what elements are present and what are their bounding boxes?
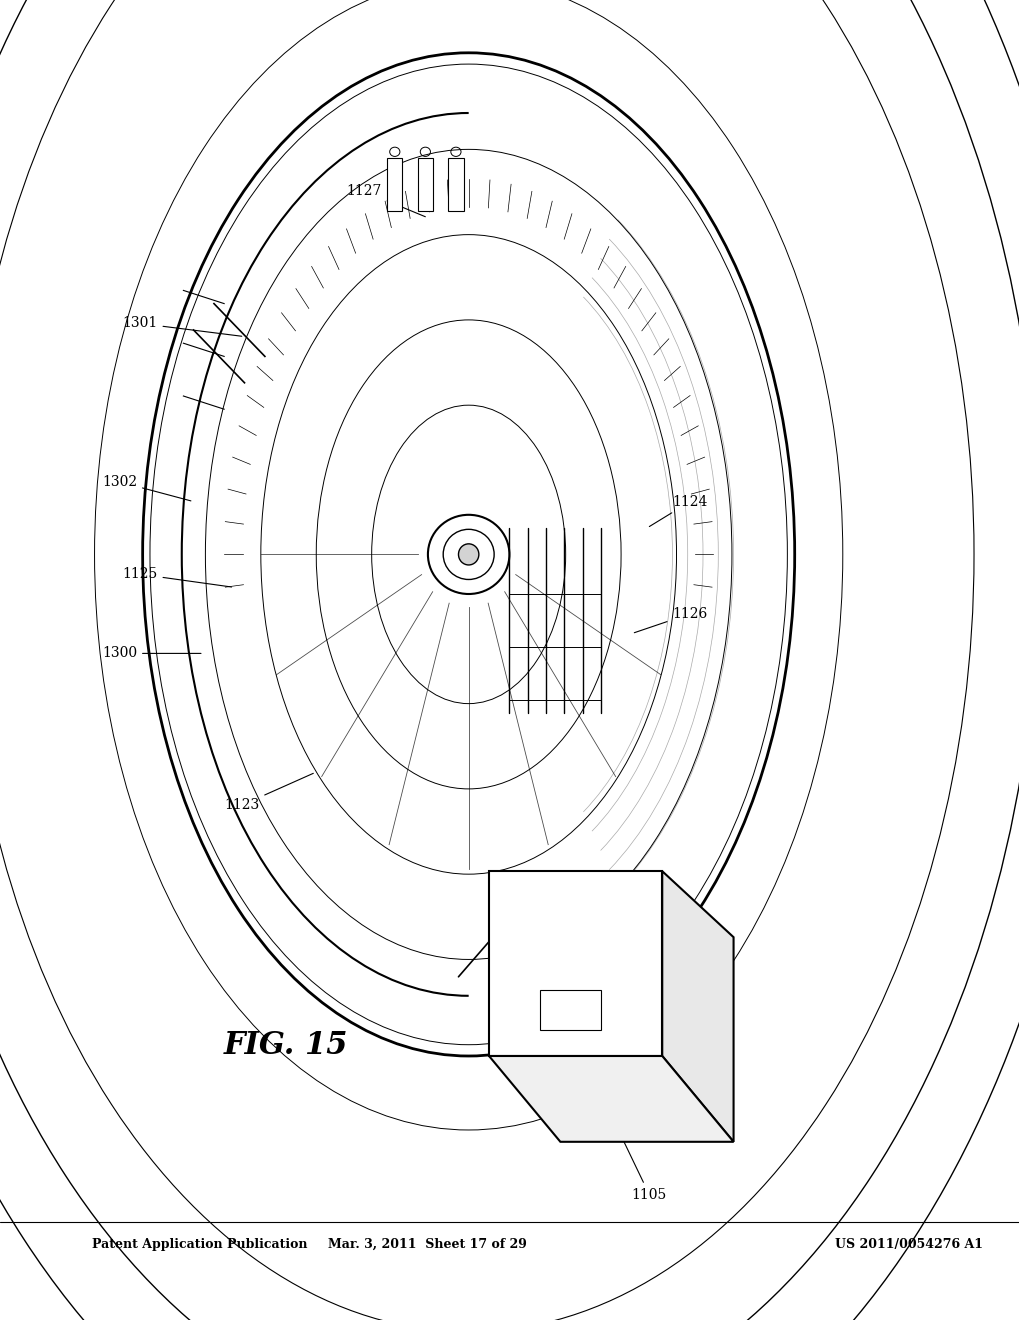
Text: 1105: 1105 — [612, 1118, 667, 1201]
Bar — [418, 158, 433, 211]
Text: FIG. 15: FIG. 15 — [224, 1030, 348, 1060]
Text: 1127: 1127 — [346, 185, 425, 216]
Polygon shape — [663, 871, 733, 1142]
Text: 1123: 1123 — [224, 774, 313, 812]
Text: 1300: 1300 — [101, 647, 201, 660]
Polygon shape — [489, 871, 663, 1056]
Text: 1124: 1124 — [649, 495, 708, 527]
Text: 1302: 1302 — [101, 475, 190, 500]
Text: 1301: 1301 — [122, 317, 242, 337]
Bar — [387, 158, 402, 211]
Text: 1125: 1125 — [122, 568, 231, 587]
Text: 1126: 1126 — [634, 607, 708, 632]
Polygon shape — [489, 1056, 733, 1142]
Ellipse shape — [459, 544, 479, 565]
Bar — [449, 158, 464, 211]
Text: US 2011/0054276 A1: US 2011/0054276 A1 — [836, 1238, 983, 1251]
Text: Patent Application Publication: Patent Application Publication — [92, 1238, 307, 1251]
Bar — [540, 990, 601, 1030]
Text: Mar. 3, 2011  Sheet 17 of 29: Mar. 3, 2011 Sheet 17 of 29 — [329, 1238, 527, 1251]
